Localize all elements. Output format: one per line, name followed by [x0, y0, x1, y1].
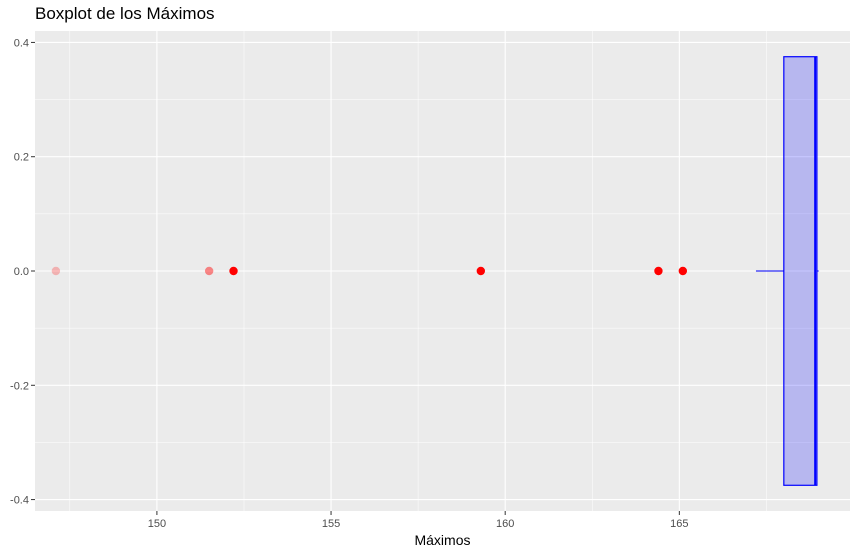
outlier-points [51, 266, 688, 276]
outlier-point [204, 266, 214, 276]
x-tick-label: 165 [670, 518, 688, 530]
x-tick-label: 160 [496, 518, 514, 530]
outlier-point [51, 266, 61, 276]
box-rect [783, 56, 818, 486]
x-tick-label: 150 [148, 518, 166, 530]
outlier-point [229, 266, 238, 276]
y-tick-label: -0.4 [10, 495, 29, 507]
outlier-point [654, 266, 663, 276]
y-axis: -0.4 -0.2 0.0 0.2 0.4 [10, 37, 35, 507]
y-tick-label: 0.2 [14, 152, 29, 164]
outlier-point [678, 266, 688, 276]
outlier-point [476, 266, 486, 276]
x-axis: 150 155 160 165 [148, 511, 689, 530]
y-tick-label: -0.2 [10, 380, 29, 392]
y-tick-label: 0.4 [14, 37, 29, 49]
chart-title: Boxplot de los Máximos [35, 4, 215, 23]
grid-major [35, 31, 850, 511]
box-group [755, 56, 819, 486]
y-tick-label: 0.0 [14, 266, 29, 278]
x-axis-title: Máximos [414, 532, 470, 548]
x-tick-label: 155 [322, 518, 340, 530]
